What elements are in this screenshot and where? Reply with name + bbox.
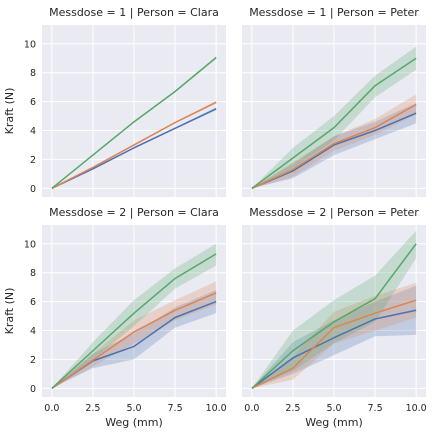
panel-3: Messdose = 2 | Person = Clara 0 2 4 6 8 10 Kraf… — [3, 206, 227, 429]
panel-2: Messdose = 1 | Person = Peter — [242, 6, 426, 197]
x-tick-label: 5.0 — [326, 403, 341, 414]
series-line-1 — [51, 108, 217, 190]
series-line-3 — [51, 56, 217, 189]
y-tick-label: 4 — [30, 126, 36, 137]
series-line-2 — [51, 101, 217, 189]
y-tick-label: 4 — [30, 326, 36, 337]
x-tick-label: 2.5 — [85, 403, 100, 414]
y-tick-label: 8 — [30, 268, 36, 279]
series-line-3 — [51, 253, 217, 389]
x-tick-label: 10.0 — [406, 403, 427, 414]
confidence-band-1 — [51, 290, 217, 389]
x-axis-label: Weg (mm) — [305, 416, 363, 429]
x-tick-label: 7.5 — [368, 403, 383, 414]
series-line-2 — [51, 292, 217, 389]
panel-title: Messdose = 2 | Person = Clara — [49, 206, 219, 219]
y-tick-label: 10 — [24, 239, 36, 250]
series-line-2 — [251, 103, 417, 190]
y-tick-label: 10 — [24, 39, 36, 50]
series-line-1 — [251, 112, 417, 190]
y-axis-label: Kraft (N) — [3, 88, 16, 135]
x-tick-label: 5.0 — [126, 403, 141, 414]
x-axis-label: Weg (mm) — [105, 416, 163, 429]
panel-4: Messdose = 2 | Person = Peter 0.0 2.5 5.0 7.… — [242, 206, 427, 429]
series-line-3 — [251, 57, 417, 189]
x-tick-label: 0.0 — [244, 403, 259, 414]
panel-title: Messdose = 1 | Person = Peter — [249, 6, 419, 19]
panel-title: Messdose = 2 | Person = Peter — [249, 206, 419, 219]
panel-1: Messdose = 1 | Person = Clara 0 2 4 6 8 10 Kraf… — [3, 6, 226, 197]
y-axis-label: Kraft (N) — [3, 288, 16, 335]
y-tick-label: 0 — [30, 384, 36, 395]
series-line-1 — [251, 309, 417, 389]
panel-title: Messdose = 1 | Person = Clara — [49, 6, 219, 19]
x-tick-label: 7.5 — [168, 403, 183, 414]
confidence-band-2 — [251, 94, 417, 189]
series-line-2 — [251, 299, 417, 390]
x-tick-label: 0.0 — [44, 403, 59, 414]
y-tick-label: 6 — [30, 297, 36, 308]
y-tick-label: 0 — [30, 184, 36, 195]
x-tick-label: 2.5 — [285, 403, 300, 414]
y-tick-label: 2 — [30, 155, 36, 166]
series-line-3 — [251, 243, 417, 389]
y-tick-label: 6 — [30, 97, 36, 108]
confidence-band-3 — [51, 243, 217, 389]
confidence-band-3 — [251, 46, 417, 189]
confidence-band-3 — [251, 230, 417, 389]
x-tick-label: 10.0 — [206, 403, 227, 414]
y-tick-label: 8 — [30, 68, 36, 79]
confidence-band-2 — [251, 282, 417, 389]
y-tick-label: 2 — [30, 355, 36, 366]
